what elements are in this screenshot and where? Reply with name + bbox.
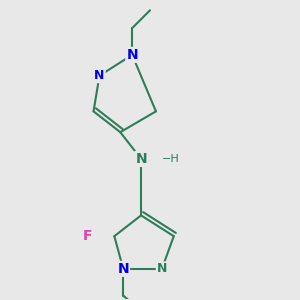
Text: N: N [117, 262, 129, 276]
Text: N: N [126, 48, 138, 62]
Text: N: N [157, 262, 167, 275]
Text: −H: −H [162, 154, 180, 164]
Text: N: N [135, 152, 147, 166]
Text: F: F [83, 229, 92, 243]
Text: N: N [94, 69, 105, 82]
